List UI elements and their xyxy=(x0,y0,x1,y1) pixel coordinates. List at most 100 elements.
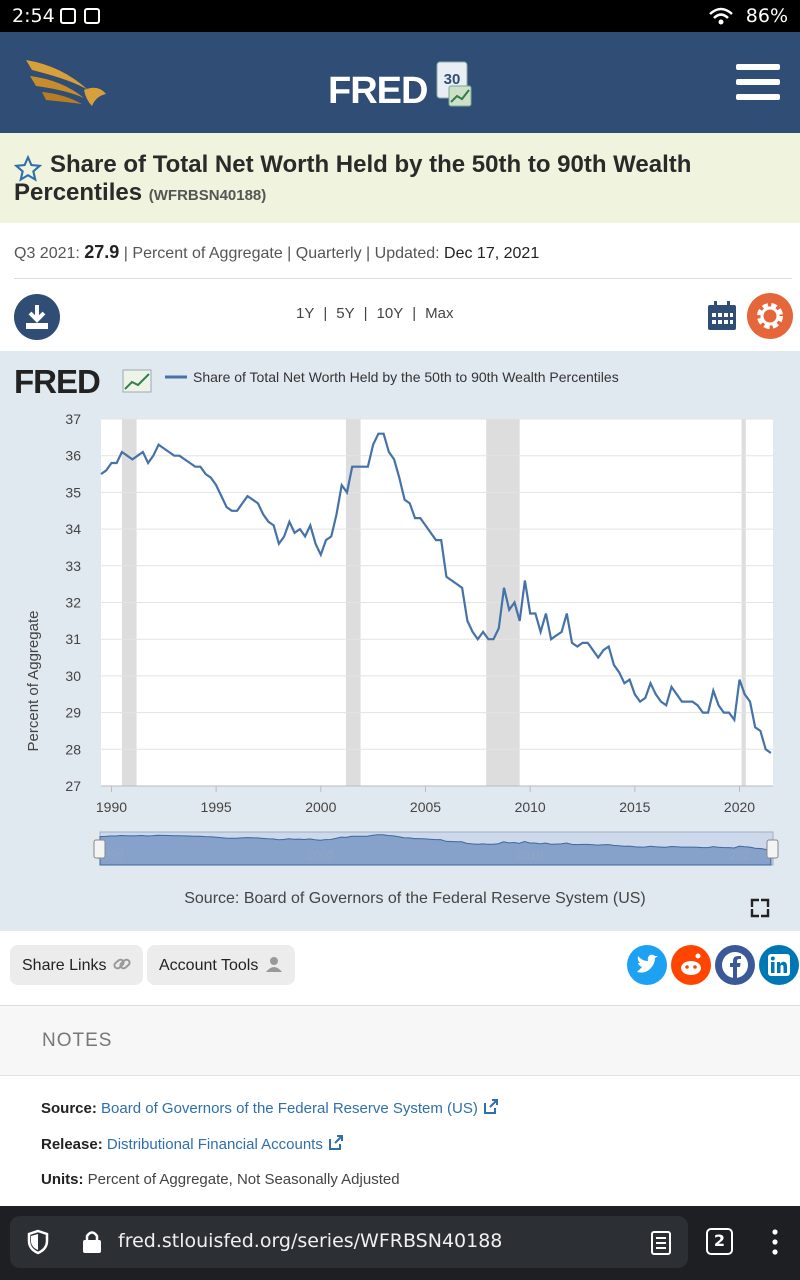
range-1y[interactable]: 1Y xyxy=(296,305,315,322)
shield-icon[interactable] xyxy=(26,1229,50,1255)
gear-icon xyxy=(757,303,783,329)
reddit-icon xyxy=(681,953,701,975)
grid-lines xyxy=(101,418,773,787)
y-tick-label: 33 xyxy=(65,558,81,574)
share-links-button[interactable]: Share Links xyxy=(10,945,143,985)
more-options-icon[interactable] xyxy=(768,1228,782,1258)
series-title: Share of Total Net Worth Held by the 50t… xyxy=(14,151,786,210)
note-units-value: Percent of Aggregate, Not Seasonally Adj… xyxy=(87,1171,400,1188)
note-release-link[interactable]: Distributional Financial Accounts xyxy=(106,1136,323,1153)
navigator-label: 202 xyxy=(729,848,749,862)
wifi-icon xyxy=(709,7,733,25)
line-chart[interactable]: FRED Share of Total Net Worth Held by th… xyxy=(0,351,800,931)
fred-logo[interactable]: FRED xyxy=(328,70,428,112)
y-tick-label: 37 xyxy=(65,411,81,427)
download-icon xyxy=(26,305,48,329)
y-tick-label: 36 xyxy=(65,448,81,464)
share-row: Share Links Account Tools xyxy=(0,945,800,985)
chart-tools-row: 1Y | 5Y | 10Y | Max xyxy=(0,290,800,342)
link-icon xyxy=(113,958,131,970)
facebook-share-button[interactable] xyxy=(715,945,755,985)
series-meta: Q3 2021: 27.9 | Percent of Aggregate | Q… xyxy=(14,242,540,262)
fullscreen-icon[interactable] xyxy=(750,898,770,918)
notes-header[interactable]: NOTES xyxy=(0,1006,800,1076)
favorite-star-icon[interactable] xyxy=(14,155,42,183)
hamburger-menu-icon[interactable] xyxy=(736,64,780,104)
account-tools-label: Account Tools xyxy=(159,957,259,974)
meta-period: Q3 2021: xyxy=(14,245,80,262)
chart-panel: FRED Share of Total Net Worth Held by th… xyxy=(0,351,800,931)
x-tick-labels: 1990 1995 2000 2005 2010 2015 2020 xyxy=(96,785,773,815)
note-source-link[interactable]: Board of Governors of the Federal Reserv… xyxy=(101,1100,478,1117)
note-units: Units: Percent of Aggregate, Not Seasona… xyxy=(41,1171,400,1188)
tab-switcher-button[interactable]: 2 xyxy=(706,1228,733,1255)
external-link-icon[interactable] xyxy=(482,1099,499,1115)
chart-legend: Share of Total Net Worth Held by the 50t… xyxy=(193,369,619,385)
range-max[interactable]: Max xyxy=(425,305,454,322)
y-tick-labels: 27 28 29 30 31 32 33 34 35 36 37 xyxy=(65,411,81,794)
settings-button[interactable] xyxy=(747,293,793,339)
y-tick-label: 27 xyxy=(65,778,81,794)
y-axis-label: Percent of Aggregate xyxy=(25,611,42,752)
external-link-icon[interactable] xyxy=(327,1135,344,1151)
note-source-label: Source: xyxy=(41,1100,97,1117)
series-title-band: Share of Total Net Worth Held by the 50t… xyxy=(0,133,800,223)
y-tick-label: 34 xyxy=(65,521,81,537)
reader-mode-icon[interactable] xyxy=(650,1231,674,1255)
stlouisfed-eagle-logo[interactable] xyxy=(22,54,108,108)
x-tick-label: 2020 xyxy=(724,799,755,815)
address-bar[interactable]: fred.stlouisfed.org/series/WFRBSN40188 xyxy=(10,1216,688,1268)
camera-notification-icon xyxy=(60,8,76,24)
date-range-selector: 1Y | 5Y | 10Y | Max xyxy=(296,305,454,322)
calendar-icon[interactable] xyxy=(706,300,738,332)
y-tick-label: 30 xyxy=(65,668,81,684)
share-links-label: Share Links xyxy=(22,957,107,974)
battery-level: 86% xyxy=(745,5,788,27)
account-tools-button[interactable]: Account Tools xyxy=(147,945,295,985)
y-tick-label: 28 xyxy=(65,741,81,757)
note-release: Release: Distributional Financial Accoun… xyxy=(41,1135,344,1153)
note-units-label: Units: xyxy=(41,1171,84,1188)
note-source: Source: Board of Governors of the Federa… xyxy=(41,1099,499,1117)
range-navigator[interactable]: 1990 2000 2010 202 xyxy=(93,831,779,866)
notes-heading: NOTES xyxy=(42,1030,113,1051)
series-line xyxy=(100,432,772,754)
meta-updated-date: Dec 17, 2021 xyxy=(444,245,540,262)
series-title-text: Share of Total Net Worth Held by the 50t… xyxy=(14,151,692,206)
range-5y[interactable]: 5Y xyxy=(336,305,355,322)
y-tick-label: 32 xyxy=(65,595,81,611)
x-tick-label: 2010 xyxy=(515,799,546,815)
x-tick-label: 1990 xyxy=(96,799,127,815)
reddit-share-button[interactable] xyxy=(671,945,711,985)
x-tick-label: 2000 xyxy=(305,799,336,815)
site-header: FRED 30 xyxy=(0,32,800,133)
chart-logo-icon xyxy=(122,369,152,393)
navigator-label: 2010 xyxy=(516,848,543,862)
navigator-right-handle[interactable] xyxy=(766,839,779,859)
range-10y[interactable]: 10Y xyxy=(376,305,404,322)
navigator-label: 2000 xyxy=(307,848,334,862)
status-time: 2:54 xyxy=(12,5,55,27)
lock-icon xyxy=(83,1231,101,1253)
y-tick-label: 29 xyxy=(65,705,81,721)
meta-units: Percent of Aggregate xyxy=(132,245,283,262)
browser-toolbar: fred.stlouisfed.org/series/WFRBSN40188 2 xyxy=(0,1206,800,1280)
note-release-label: Release: xyxy=(41,1136,103,1153)
download-button[interactable] xyxy=(14,294,60,340)
notes-section: NOTES Source: Board of Governors of the … xyxy=(0,1005,800,1205)
badge-number: 30 xyxy=(444,71,461,88)
x-tick-label: 2005 xyxy=(410,799,441,815)
chart-source: Source: Board of Governors of the Federa… xyxy=(184,890,646,907)
divider xyxy=(14,278,792,279)
navigator-left-handle[interactable] xyxy=(93,839,106,859)
meta-value: 27.9 xyxy=(84,242,120,262)
check-notification-icon xyxy=(84,8,100,24)
linkedin-icon xyxy=(768,954,790,976)
x-tick-label: 1995 xyxy=(201,799,232,815)
x-tick-label: 2015 xyxy=(619,799,650,815)
facebook-icon xyxy=(722,952,748,978)
url-text[interactable]: fred.stlouisfed.org/series/WFRBSN40188 xyxy=(118,1230,503,1252)
linkedin-share-button[interactable] xyxy=(759,945,799,985)
meta-updated-label: Updated: xyxy=(374,245,440,262)
twitter-share-button[interactable] xyxy=(627,945,667,985)
